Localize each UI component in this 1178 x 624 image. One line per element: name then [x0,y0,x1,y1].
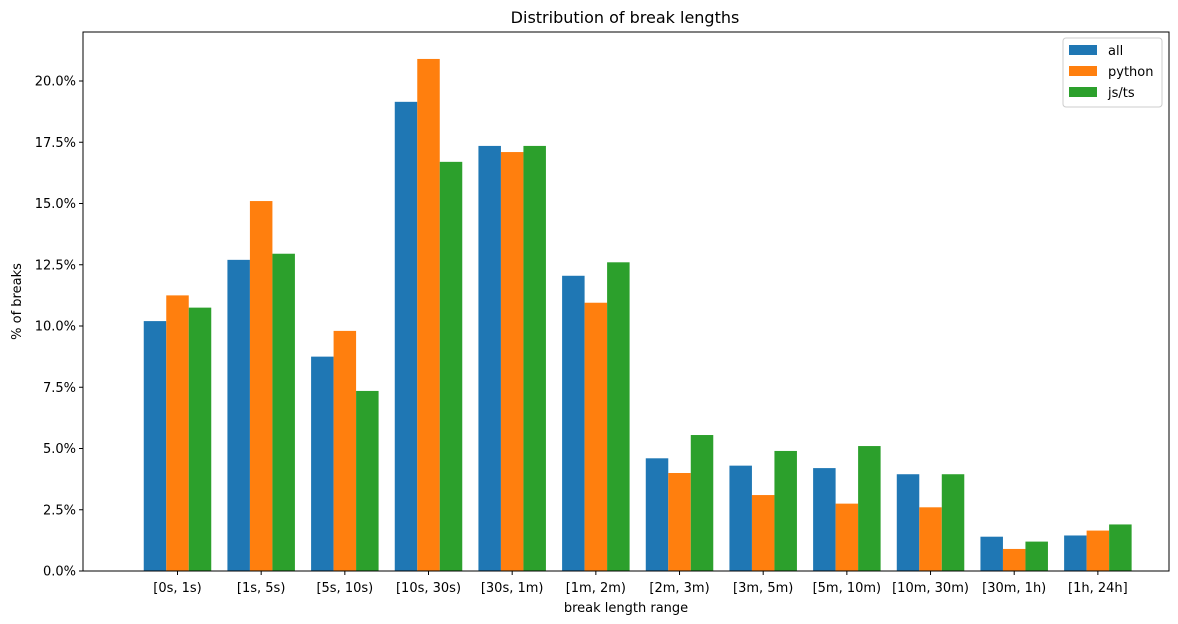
bar-python-11 [1086,530,1110,571]
bar-js-ts-1 [272,253,295,572]
y-tick-label: 17.5% [35,136,76,151]
legend-swatch-js-ts [1069,87,1097,97]
x-tick-label: [2m, 3m) [649,581,709,596]
bar-python-10 [1002,548,1026,571]
bar-all-3 [394,101,418,571]
bar-python-3 [417,58,440,571]
bar-python-4 [500,152,524,572]
bar-js-ts-5 [607,262,630,571]
y-tick-label: 0.0% [43,565,76,580]
bar-python-6 [668,473,691,571]
bar-js-ts-10 [1025,541,1048,571]
x-tick-label: [30m, 1h) [982,581,1046,596]
legend: all python js/ts [1062,37,1163,108]
y-tick-label: 10.0% [35,320,76,335]
bar-all-9 [896,474,920,571]
bar-all-5 [562,275,585,571]
bar-all-2 [311,356,334,572]
y-axis-ticks: 0.0% 2.5% 5.0% 7.5% 10.0% 12.5% 15.0% 17.5% 20.0… [35,75,83,580]
plot-frame [82,31,1170,572]
bar-js-ts-9 [941,474,965,571]
bar-all-10 [980,536,1003,571]
bar-all-6 [645,458,669,571]
x-axis-label: break length range [564,601,688,616]
bar-js-ts-6 [690,435,714,571]
y-tick-label: 5.0% [43,442,76,457]
x-tick-label: [30s, 1m) [481,581,544,596]
bar-python-8 [835,503,859,572]
y-tick-label: 15.0% [35,197,76,212]
legend-label: python [1108,65,1153,80]
x-tick-label: [3m, 5m) [733,581,793,596]
bar-all-11 [1064,535,1087,571]
bar-js-ts-11 [1109,524,1132,571]
legend-label: all [1108,44,1123,59]
x-tick-label: [10s, 30s) [396,581,461,596]
bar-js-ts-2 [356,390,379,571]
x-tick-label: [1m, 2m) [566,581,626,596]
x-tick-label: [5m, 10m) [813,581,882,596]
y-tick-label: 12.5% [35,258,76,273]
y-tick-label: 2.5% [43,503,76,518]
x-tick-label: [0s, 1s) [153,581,202,596]
legend-swatch-python [1069,66,1097,76]
bar-all-7 [729,465,752,571]
bar-js-ts-8 [858,446,881,571]
bar-python-7 [751,495,775,571]
bar-python-2 [333,330,357,571]
bar-js-ts-4 [523,145,546,572]
bar-all-1 [227,259,250,571]
x-tick-label: [10m, 30m) [892,581,969,596]
bar-python-5 [584,302,608,571]
bars [143,58,1132,572]
chart-title: Distribution of break lengths [511,8,740,27]
bar-js-ts-7 [774,450,797,571]
bar-python-0 [166,295,189,572]
y-tick-label: 7.5% [43,381,76,396]
bar-js-ts-3 [439,161,463,571]
x-tick-label: [5s, 10s) [316,581,373,596]
bar-python-9 [919,507,942,571]
bar-js-ts-0 [188,307,212,572]
y-tick-label: 20.0% [35,75,76,90]
x-tick-label: [1h, 24h] [1068,581,1128,596]
bar-python-1 [249,201,273,572]
y-axis-label: % of breaks [10,263,25,340]
x-axis-ticks: [0s, 1s) [1s, 5s) [5s, 10s) [10s, 30s) [30s,… [153,571,1128,596]
legend-swatch-all [1069,45,1097,55]
bar-all-4 [478,145,501,572]
x-tick-label: [1s, 5s) [237,581,286,596]
legend-label: js/ts [1107,86,1135,101]
bar-all-0 [143,321,167,571]
bar-all-8 [813,468,836,571]
